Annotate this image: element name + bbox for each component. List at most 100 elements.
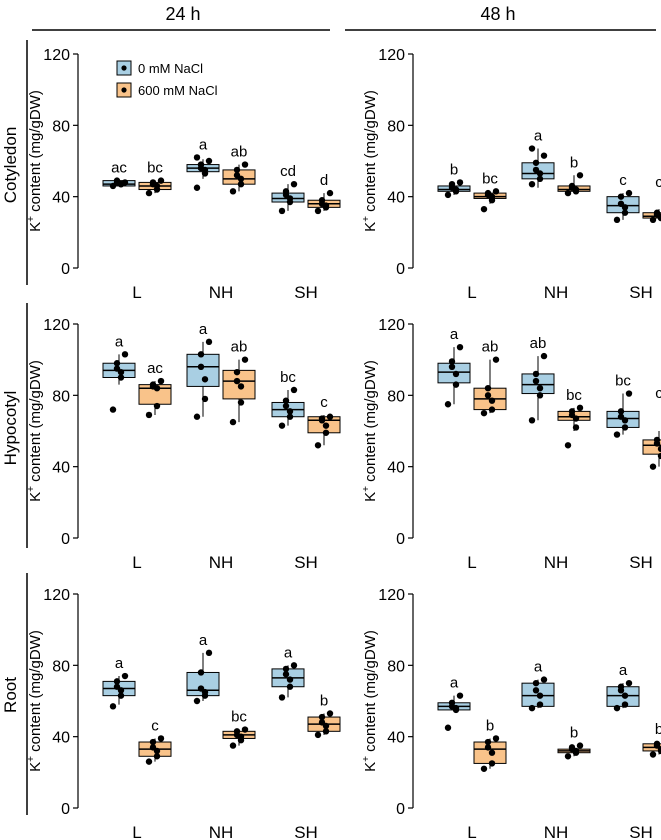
box-sh-salt: b (307, 692, 341, 739)
data-point (237, 399, 245, 406)
y-tick-label: 80 (387, 388, 405, 405)
box-nh-control: a (186, 321, 220, 420)
data-point (322, 422, 330, 429)
panel-cotyledon-24h: 0 40 80 120 K+ content (mg/gDW) L NH SH ac a cd bc a… (26, 47, 341, 302)
data-point (448, 180, 456, 188)
significance-label: bc (231, 709, 247, 726)
significance-label: b (486, 717, 494, 734)
data-point (197, 685, 205, 692)
data-point (488, 406, 496, 413)
data-point (536, 392, 544, 399)
data-point (572, 424, 580, 431)
data-point (121, 351, 129, 358)
x-tick-label: NH (209, 553, 234, 572)
significance-label: bc (615, 373, 631, 390)
data-point (488, 749, 496, 756)
box-l-control: b (437, 161, 471, 199)
data-point (314, 442, 322, 449)
data-point (193, 184, 201, 191)
panel-root-48h: 0 40 80 120 K+ content (mg/gDW) L NH SH a a a b b b (361, 587, 661, 840)
box-l-salt: bc (138, 160, 172, 197)
x-tick-label: NH (209, 823, 234, 840)
x-tick-label: SH (294, 553, 318, 572)
y-axis-label: K+ content (mg/gDW) (361, 630, 379, 772)
data-point (657, 452, 661, 460)
significance-label: d (320, 172, 328, 189)
significance-label: a (619, 662, 628, 679)
x-tick-label: L (467, 283, 476, 302)
significance-label: a (534, 659, 543, 676)
y-axis-label: K+ content (mg/gDW) (26, 630, 44, 772)
y-axis-label-sup: + (26, 216, 37, 222)
data-point (233, 377, 241, 385)
data-point (536, 692, 544, 699)
significance-label: b (655, 721, 661, 738)
data-point (540, 352, 548, 360)
box-sh-control: bc (606, 373, 640, 438)
box-nh-control: a (186, 632, 220, 705)
data-point (278, 207, 286, 215)
row-label-cotyledon: Cotyledon (1, 127, 20, 204)
box-nh-salt: ab (222, 339, 256, 426)
data-point (536, 701, 544, 708)
data-point (532, 377, 540, 385)
y-tick-label: 120 (378, 587, 405, 604)
y-tick-label: 120 (43, 47, 70, 64)
x-tick-label: NH (209, 283, 234, 302)
significance-label: b (450, 161, 458, 178)
data-point (153, 753, 161, 760)
y-tick-label: 0 (396, 261, 405, 278)
data-point (480, 765, 488, 772)
data-point (625, 189, 633, 197)
y-tick-label: 80 (387, 658, 405, 675)
data-point (282, 402, 290, 410)
data-point (649, 463, 657, 470)
y-tick-label: 40 (52, 460, 70, 477)
data-point (484, 189, 492, 197)
data-point (278, 694, 286, 701)
data-point (326, 710, 334, 717)
data-point (564, 189, 572, 197)
data-point (488, 760, 496, 767)
significance-label: bc (280, 369, 296, 386)
y-axis-label-rest: content (mg/gDW) (362, 90, 379, 216)
significance-label: a (534, 128, 543, 145)
box-sh-control: c (606, 172, 640, 224)
row-label-hypocotyl: Hypocotyl (1, 391, 20, 466)
data-point (621, 701, 629, 708)
significance-label: a (115, 655, 124, 672)
y-axis-label-sup: + (361, 756, 372, 762)
data-point (617, 413, 625, 420)
data-point (318, 197, 326, 204)
data-point (201, 376, 209, 383)
data-point (282, 397, 290, 404)
panel-hypocotyl-48h: 0 40 80 120 K+ content (mg/gDW) L NH SH a ab bc ab b… (361, 317, 661, 572)
data-point (117, 692, 125, 699)
significance-label: bc (566, 387, 582, 404)
y-axis-label-k: K (27, 762, 44, 772)
data-point (109, 703, 117, 710)
y-tick-label: 40 (387, 190, 405, 207)
box-sh-salt: c (642, 385, 661, 470)
box-l-salt: ac (138, 360, 172, 419)
data-point (621, 424, 629, 431)
data-point (532, 370, 540, 378)
data-point (286, 676, 294, 683)
x-tick-label: L (467, 823, 476, 840)
significance-label: ab (482, 339, 499, 356)
box-nh-control: a (521, 659, 555, 712)
y-axis-label-k: K (362, 222, 379, 232)
data-point (540, 152, 548, 159)
data-point (576, 172, 584, 179)
significance-label: b (320, 692, 328, 709)
data-point (286, 408, 294, 415)
data-point (528, 704, 536, 712)
data-point (193, 154, 201, 161)
row-label-cotyledon-group: Cotyledon (1, 40, 28, 285)
data-point (653, 209, 661, 216)
column-header-24h: 24 h (165, 4, 200, 24)
data-point (282, 665, 290, 673)
